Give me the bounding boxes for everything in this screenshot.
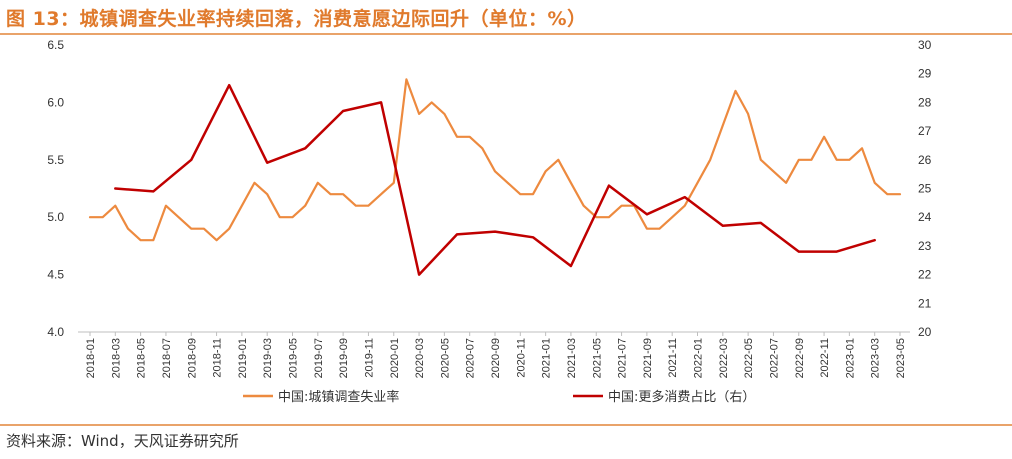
consumption-share-line xyxy=(114,83,876,276)
x-tick-label: 2019-03 xyxy=(262,338,274,378)
y-right-tick-label: 27 xyxy=(918,124,932,138)
x-tick-label: 2019-09 xyxy=(338,338,350,378)
x-tick-label: 2023-05 xyxy=(895,338,907,378)
y-right-tick-label: 26 xyxy=(918,153,932,167)
x-tick-label: 2020-07 xyxy=(465,338,477,378)
x-tick-label: 2021-03 xyxy=(566,338,578,378)
x-tick-label: 2019-11 xyxy=(363,338,375,378)
x-tick-label: 2018-03 xyxy=(110,338,122,378)
y-right-tick-label: 24 xyxy=(918,210,932,224)
y-left-tick-label: 4.0 xyxy=(47,325,64,339)
x-tick-label: 2018-01 xyxy=(85,338,97,378)
x-tick-label: 2022-11 xyxy=(819,338,831,378)
y-left-tick-label: 4.5 xyxy=(47,268,64,282)
x-tick-label: 2020-03 xyxy=(414,338,426,378)
x-tick-label: 2019-07 xyxy=(313,338,325,378)
x-tick-label: 2018-05 xyxy=(136,338,148,378)
title-divider xyxy=(0,33,1012,35)
chart-axes: 4.0 4.5 5.0 5.5 6.0 6.5 20 21 22 23 24 25 26 27 28 29 30… xyxy=(47,38,931,378)
y-left-tick-label: 5.5 xyxy=(47,153,64,167)
y-right-tick-label: 25 xyxy=(918,182,932,196)
x-tick-label: 2021-01 xyxy=(541,338,553,378)
chart-title: 图 13：城镇调查失业率持续回落，消费意愿边际回升（单位：%） xyxy=(6,8,587,30)
unemployment-rate-line xyxy=(88,78,902,242)
y-right-tick-label: 22 xyxy=(918,268,932,282)
x-tick-label: 2022-05 xyxy=(743,338,755,378)
x-tick-label: 2022-07 xyxy=(768,338,780,378)
x-tick-label: 2019-05 xyxy=(288,338,300,378)
x-tick-label: 2022-01 xyxy=(693,338,705,378)
y-right-tick-label: 30 xyxy=(918,38,932,52)
footer-divider xyxy=(0,424,1012,426)
x-tick-label: 2022-09 xyxy=(794,338,806,378)
x-tick-label: 2018-09 xyxy=(186,338,198,378)
y-right-tick-label: 29 xyxy=(918,67,932,81)
x-tick-label: 2020-05 xyxy=(439,338,451,378)
x-tick-label: 2020-09 xyxy=(490,338,502,378)
y-right-tick-label: 28 xyxy=(918,95,932,109)
x-tick-label: 2021-09 xyxy=(642,338,654,378)
legend-label: 中国:城镇调查失业率 xyxy=(278,389,399,405)
x-tick-label: 2022-03 xyxy=(718,338,730,378)
x-tick-label: 2018-07 xyxy=(161,338,173,378)
x-tick-label: 2019-01 xyxy=(237,338,249,378)
x-tick-label: 2020-01 xyxy=(389,338,401,378)
x-tick-label: 2021-07 xyxy=(617,338,629,378)
y-left-tick-label: 6.0 xyxy=(47,95,64,109)
x-tick-label: 2020-11 xyxy=(515,338,527,378)
x-tick-label: 2021-05 xyxy=(591,338,603,378)
y-right-tick-label: 20 xyxy=(918,325,932,339)
x-tick-label: 2021-11 xyxy=(667,338,679,378)
series-layer xyxy=(88,78,902,276)
chart-legend: 中国:城镇调查失业率 中国:更多消费占比（右） xyxy=(243,389,755,405)
line-chart: 4.0 4.5 5.0 5.5 6.0 6.5 20 21 22 23 24 25 26 27 28 29 30… xyxy=(47,38,931,405)
x-tick-label: 2023-01 xyxy=(844,338,856,378)
y-left-tick-label: 5.0 xyxy=(47,210,64,224)
x-tick-label: 2023-03 xyxy=(870,338,882,378)
source-note: 资料来源：Wind，天风证券研究所 xyxy=(6,432,239,450)
y-right-tick-label: 21 xyxy=(918,296,932,310)
x-tick-label: 2018-11 xyxy=(212,338,224,378)
legend-label: 中国:更多消费占比（右） xyxy=(608,389,755,405)
y-right-tick-label: 23 xyxy=(918,239,932,253)
y-left-tick-label: 6.5 xyxy=(47,38,64,52)
